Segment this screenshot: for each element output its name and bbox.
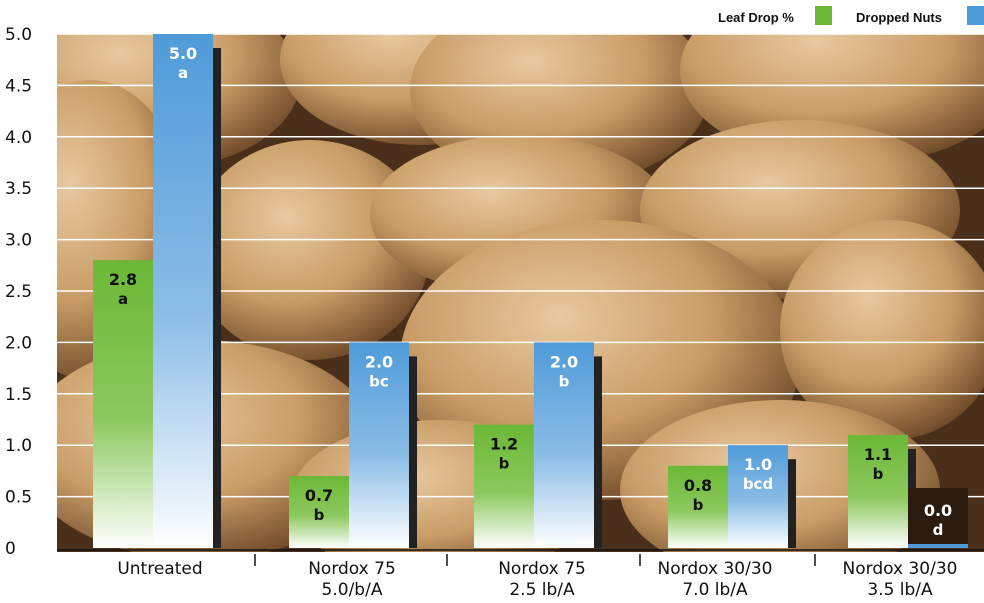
- legend-label: Dropped Nuts: [856, 10, 942, 25]
- bar-value-label: 1.0: [744, 455, 772, 474]
- bar-shadow: [409, 356, 417, 548]
- x-category-label: Nordox 30/30: [658, 559, 773, 579]
- bar-significance-letter: b: [693, 496, 704, 514]
- bar-significance-letter: bc: [369, 372, 389, 390]
- y-tick-label: 0: [5, 539, 16, 559]
- bar-dropped-nuts: [349, 342, 409, 548]
- y-tick-label: 2.0: [5, 333, 32, 353]
- bar-shadow: [213, 48, 221, 548]
- x-category-label: 3.5 lb/A: [867, 580, 933, 600]
- bar-significance-letter: bcd: [743, 475, 773, 493]
- y-tick-label: 1.5: [5, 385, 32, 405]
- bar-leaf-drop: [289, 476, 349, 548]
- bar-significance-letter: a: [118, 290, 128, 308]
- bar-value-label: 5.0: [169, 44, 197, 63]
- bar-value-label: 2.0: [550, 352, 578, 371]
- legend-swatch: [815, 6, 832, 25]
- axes: 0 0.5 1.0 1.5 2.0 2.5 3.0 3.5 4.0 4.5 5.0 Untreated…: [5, 25, 984, 600]
- x-category-label: Nordox 75: [498, 559, 586, 579]
- legend-label: Leaf Drop %: [718, 10, 794, 25]
- bar-value-label: 1.1: [864, 445, 892, 464]
- x-category-label: Nordox 30/30: [843, 559, 958, 579]
- bar-value-label: 0.8: [684, 476, 712, 495]
- bar-significance-letter: b: [499, 455, 510, 473]
- bar-leaf-drop: [848, 434, 908, 548]
- y-tick-label: 4.0: [5, 128, 32, 148]
- legend-swatch: [967, 6, 984, 25]
- y-tick-label: 3.5: [5, 179, 32, 199]
- bar-significance-letter: a: [178, 64, 188, 82]
- legend: Leaf Drop % Dropped Nuts: [718, 6, 984, 25]
- x-category-label: 2.5 lb/A: [509, 580, 575, 600]
- y-tick-label: 3.0: [5, 231, 32, 251]
- bar-leaf-drop: [474, 424, 534, 548]
- bar-leaf-drop: [93, 260, 153, 548]
- bar-significance-letter: b: [559, 372, 570, 390]
- bar-value-label: 1.2: [490, 435, 518, 454]
- y-tick-label: 5.0: [5, 25, 32, 45]
- bar-significance-letter: b: [873, 465, 884, 483]
- bar-leaf-drop: [668, 465, 728, 548]
- x-category-label: Nordox 75: [308, 559, 396, 579]
- zero-bar-panel: [908, 488, 968, 544]
- y-tick-label: 2.5: [5, 282, 32, 302]
- bar-shadow: [788, 459, 796, 548]
- y-tick-label: 1.0: [5, 436, 32, 456]
- bar-dropped-nuts: [728, 445, 788, 548]
- bar-value-label: 0.0: [924, 501, 952, 520]
- bar-significance-letter: b: [314, 506, 325, 524]
- bar-dropped-nuts: [908, 544, 968, 548]
- x-category-label: 5.0/b/A: [322, 580, 383, 600]
- bar-significance-letter: d: [933, 521, 944, 539]
- bar-dropped-nuts: [153, 34, 213, 548]
- x-category-label: Untreated: [117, 559, 202, 579]
- x-category-label: 7.0 lb/A: [682, 580, 748, 600]
- bar-value-label: 2.8: [109, 270, 137, 289]
- bar-labels: 2.8a5.0a0.7b2.0bc1.2b2.0b0.8b1.0bcd1.1b0…: [109, 44, 952, 539]
- bar-value-label: 0.7: [305, 486, 333, 505]
- bar-shadow: [594, 356, 602, 548]
- bar-value-label: 2.0: [365, 352, 393, 371]
- y-tick-label: 4.5: [5, 76, 32, 96]
- bars: [93, 34, 968, 548]
- y-tick-label: 0.5: [5, 488, 32, 508]
- bar-dropped-nuts: [534, 342, 594, 548]
